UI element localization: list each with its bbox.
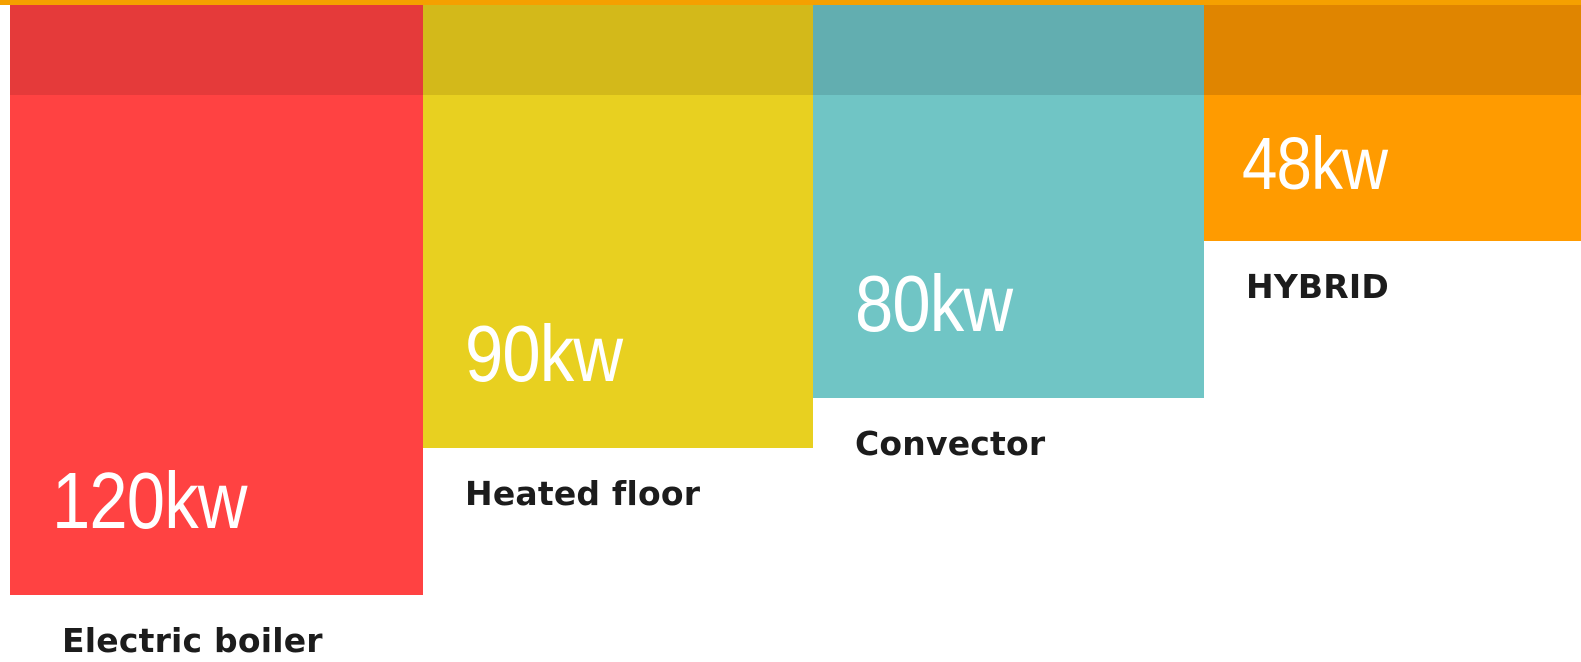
bar-top-band (10, 5, 423, 95)
category-label-heated-floor: Heated floor (465, 474, 701, 513)
value-label-hybrid: 48kw (1242, 122, 1388, 205)
bar-top-band (813, 5, 1204, 95)
value-label-convector: 80kw (855, 259, 1013, 348)
bar-electric-boiler: 120kw (10, 5, 423, 595)
bar-heated-floor: 90kw (423, 5, 813, 448)
bar-top-band (423, 5, 813, 95)
bar-hybrid: 48kw (1204, 5, 1581, 241)
bar-convector: 80kw (813, 5, 1204, 398)
value-label-electric-boiler: 120kw (52, 456, 247, 545)
category-label-electric-boiler: Electric boiler (62, 621, 323, 660)
bar-top-band (1204, 5, 1581, 95)
category-label-hybrid: HYBRID (1246, 267, 1389, 306)
top-accent-rule (0, 0, 1581, 5)
category-label-convector: Convector (855, 424, 1046, 463)
value-label-heated-floor: 90kw (465, 309, 623, 398)
